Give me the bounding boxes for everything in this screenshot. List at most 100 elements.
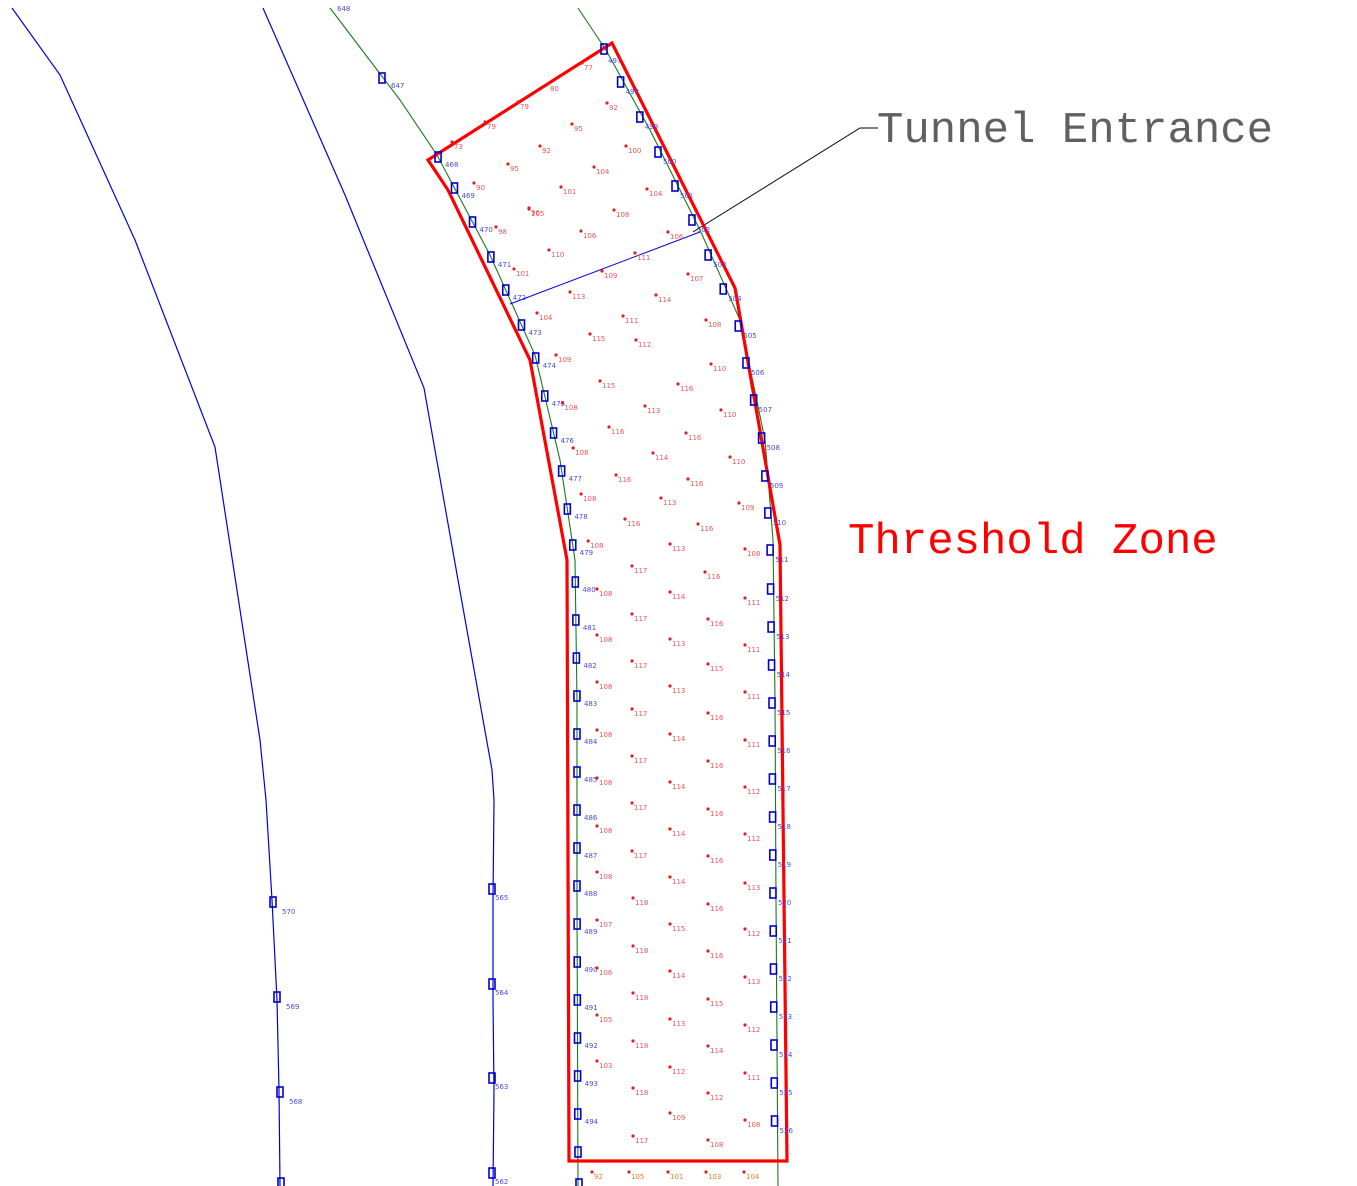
calc-point-value: 104: [539, 314, 553, 322]
road-edge-far-left: [11, 7, 281, 1186]
luminaire-label: 564: [495, 989, 509, 997]
luminaire-outer-a-1: 569: [273, 991, 299, 1011]
calc-point-value: 108: [583, 495, 596, 503]
calc-point-value: 117: [634, 662, 647, 670]
calc-point-value: 115: [710, 1000, 723, 1008]
calc-point-col-2: 116: [706, 949, 724, 960]
luminaire-icon: [276, 1086, 284, 1098]
calc-point-dot: [634, 338, 638, 342]
luminaire-icon: [770, 1115, 779, 1127]
luminaire-icon: [563, 503, 572, 515]
calc-point-dot: [630, 612, 634, 616]
calc-point-value: 113: [672, 545, 685, 553]
calc-point-value: 114: [672, 735, 686, 743]
luminaire-left-480: 480: [571, 576, 596, 594]
luminaire-right-525: 525: [770, 1077, 793, 1097]
calc-point-entrance: 111: [633, 251, 650, 262]
tunnel-entrance-leader: [692, 127, 878, 233]
calc-point-col-0: 118: [631, 1086, 648, 1097]
calc-point-dot: [560, 401, 565, 405]
luminaire-icon: [573, 690, 581, 702]
calc-point-col-2: 115: [706, 662, 723, 673]
calc-point-col-2: 116: [706, 617, 724, 628]
calc-point-dot: [631, 896, 635, 900]
luminaire-label: 500: [663, 158, 676, 166]
calc-point-entrance: 98: [494, 225, 507, 236]
luminaire-right-504: 504: [719, 283, 742, 303]
bottom-row-point: 105: [627, 1170, 644, 1181]
luminaire-icon: [671, 180, 679, 192]
calc-point-dot: [595, 587, 599, 591]
calc-point-col-2: 116: [703, 570, 721, 581]
calc-point-dot: [668, 732, 672, 736]
calc-point-col-0: 116: [614, 473, 632, 484]
luminaire-icon: [688, 214, 696, 226]
luminaire-label: 501: [680, 192, 693, 200]
calc-point-entrance: 110: [547, 248, 564, 259]
calc-point-dot: [538, 144, 542, 148]
luminaire-outer-a-0: 570: [269, 896, 295, 916]
calc-point-dot: [696, 522, 700, 526]
calc-point-col-2: 116: [686, 477, 704, 488]
calc-point-value: 108: [575, 449, 588, 457]
luminaire-icon: [573, 1032, 582, 1044]
luminaire-right-511: 511: [766, 544, 789, 564]
luminaires-right-row: 497 498 499 500 501 502 503 504 505 506 507 508 509 5…: [600, 43, 793, 1135]
calc-point-value: 113: [747, 884, 760, 892]
calc-point-col-2: 116: [696, 522, 714, 533]
luminaire-icon: [616, 76, 625, 88]
calc-point-col-1: 114: [668, 732, 686, 743]
luminaire-outer-b-1: 564: [488, 978, 509, 997]
calc-point-value: 117: [634, 567, 647, 575]
calc-point-col-3: 111: [743, 738, 760, 749]
calc-point-value: 92: [542, 147, 551, 155]
calc-point-value: 117: [634, 615, 647, 623]
calc-point-col-3: 112: [743, 785, 760, 796]
calc-point-dot: [645, 187, 649, 191]
luminaire-right-498: 498: [616, 76, 639, 96]
calc-point-dot: [706, 997, 710, 1001]
calc-point-left: 108: [579, 492, 596, 503]
calc-point-value: 116: [700, 525, 714, 533]
calc-point-dot: [684, 431, 688, 435]
calc-point-entrance: 79: [516, 100, 529, 111]
luminaire-icon: [572, 652, 581, 664]
calc-point-entrance: 90: [472, 181, 485, 192]
luminaire-icon: [488, 978, 496, 990]
calc-point-entrance: 92: [605, 101, 618, 112]
calc-point-dot: [595, 776, 599, 780]
luminaire-icon: [769, 1001, 778, 1013]
calc-point-dot: [668, 590, 672, 594]
calc-point-dot: [743, 1023, 747, 1027]
calc-point-entrance: 104: [535, 311, 553, 322]
calc-point-col-2: 115: [706, 997, 723, 1008]
calc-point-value: 116: [710, 810, 724, 818]
calc-point-value: 116: [627, 520, 641, 528]
calc-point-value: 116: [710, 905, 724, 913]
calc-point-left: 108: [595, 870, 612, 881]
calc-point-value: 110: [713, 365, 726, 373]
calc-point-dot: [706, 759, 710, 763]
calc-point-col-0: 115: [598, 379, 615, 390]
calc-point-entrance: 77: [580, 61, 593, 72]
calc-point-col-0: 118: [631, 1039, 648, 1050]
calc-point-value: 106: [599, 969, 613, 977]
calc-point-value: 108: [599, 636, 612, 644]
calc-point-value: 77: [584, 64, 593, 72]
calc-point-left: 108: [595, 680, 612, 691]
luminaire-icon: [501, 284, 510, 296]
calc-point-dot: [668, 780, 672, 784]
calc-point-col-0: 117: [630, 564, 647, 575]
luminaire-left-bottom: [574, 1146, 582, 1158]
calc-point-value: 113: [672, 687, 685, 695]
luminaire-label: 647: [391, 82, 404, 90]
luminaire-left-482: 482: [572, 652, 597, 670]
luminaire-left-492: 492: [573, 1032, 598, 1050]
calc-point-col-0: 117: [630, 612, 647, 623]
calc-point-dot: [668, 1111, 672, 1115]
luminaire-right-502: 502: [688, 214, 710, 234]
calc-point-entrance: 79: [483, 120, 496, 131]
calc-point-col-3: 112: [743, 927, 760, 938]
calc-point-dot: [595, 918, 599, 922]
